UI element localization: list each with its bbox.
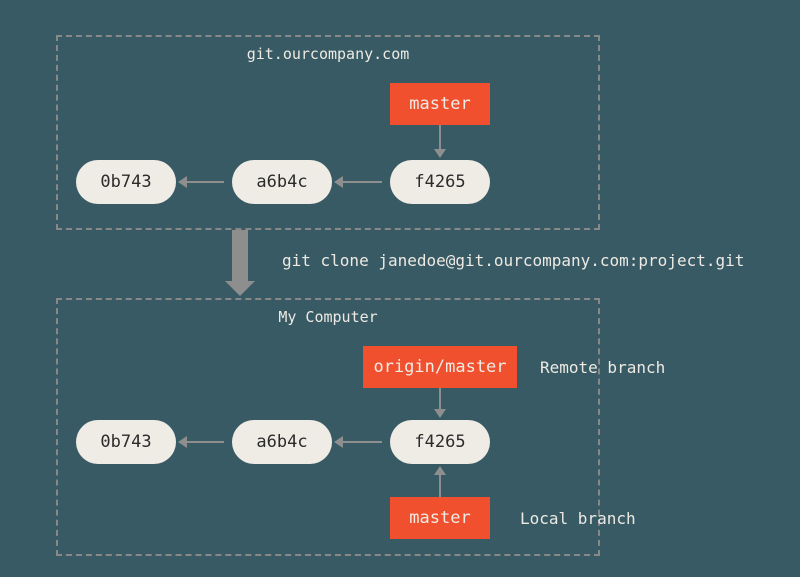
local-panel-title: My Computer [58,308,598,326]
remote-branch-arrow [439,125,441,150]
clone-arrow [232,230,248,282]
local-commit-0: 0b743 [76,420,176,464]
local-master-arrow [439,474,441,497]
remote-arrow-1 [186,181,224,183]
remote-commit-0: 0b743 [76,160,176,204]
local-arrow-2 [342,441,382,443]
clone-command: git clone janedoe@git.ourcompany.com:pro… [282,251,744,270]
local-commit-1: a6b4c [232,420,332,464]
local-commit-2: f4265 [390,420,490,464]
remote-commit-1: a6b4c [232,160,332,204]
local-arrow-1 [186,441,224,443]
local-branch-label: Local branch [520,509,636,528]
remote-branch-master: master [390,83,490,125]
remote-panel-title: git.ourcompany.com [58,45,598,63]
remote-arrow-2 [342,181,382,183]
remote-branch-label: Remote branch [540,358,665,377]
origin-master-arrow [439,388,441,410]
remote-commit-2: f4265 [390,160,490,204]
local-branch-origin-master: origin/master [363,346,517,388]
local-branch-master: master [390,497,490,539]
